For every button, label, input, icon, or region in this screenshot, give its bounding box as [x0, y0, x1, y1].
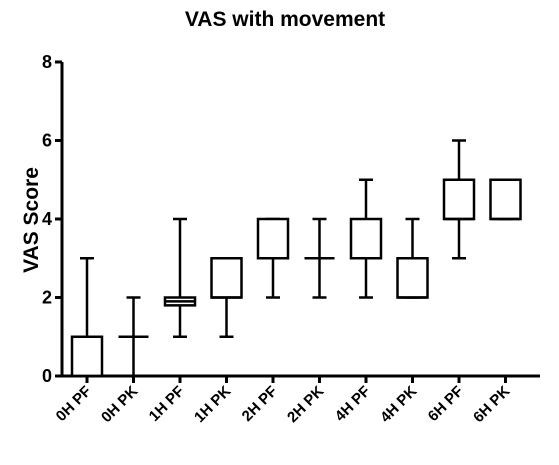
- box-4h-pk: [396, 217, 429, 299]
- x-tick-label: 0H PK: [98, 383, 141, 426]
- x-tick-label: 1H PF: [146, 383, 188, 425]
- x-tick-label: 2H PK: [284, 383, 327, 426]
- boxes: [70, 139, 522, 378]
- iqr-box: [210, 257, 243, 299]
- x-tick-label: 4H PK: [377, 383, 420, 426]
- x-ticks: 0H PF 0H PK 1H PF 1H PK 2H PF 2H PK 4H PF 4H PK…: [53, 376, 513, 426]
- iqr-box: [489, 178, 522, 221]
- y-tick-label: 2: [42, 288, 52, 308]
- iqr-box: [349, 217, 383, 260]
- box-0h-pf: [70, 257, 104, 378]
- iqr-box: [70, 335, 104, 378]
- box-1h-pf: [163, 217, 197, 338]
- box-2h-pf: [256, 217, 290, 299]
- box-2h-pk: [304, 217, 335, 299]
- x-tick-label: 1H PK: [191, 383, 234, 426]
- box-6h-pf: [442, 139, 476, 260]
- chart-title: VAS with movement: [185, 8, 385, 31]
- x-tick-label: 0H PF: [53, 383, 95, 425]
- x-tick-label: 4H PF: [332, 383, 374, 425]
- y-tick-label: 8: [42, 52, 52, 72]
- y-tick-label: 6: [42, 131, 52, 151]
- x-tick-label: 6H PK: [470, 383, 513, 426]
- iqr-box: [256, 217, 290, 260]
- box-1h-pk: [210, 257, 243, 338]
- y-ticks: 0 2 4 6 8: [42, 52, 62, 386]
- y-tick-label: 0: [42, 366, 52, 386]
- x-tick-label: 2H PF: [239, 383, 281, 425]
- y-axis-label: VAS Score: [20, 167, 43, 273]
- iqr-box: [442, 178, 476, 221]
- box-4h-pf: [349, 178, 383, 299]
- x-tick-label: 6H PF: [425, 383, 467, 425]
- box-0h-pk: [118, 296, 149, 376]
- iqr-box: [396, 257, 429, 299]
- box-6h-pk: [489, 178, 522, 221]
- y-tick-label: 4: [42, 209, 52, 229]
